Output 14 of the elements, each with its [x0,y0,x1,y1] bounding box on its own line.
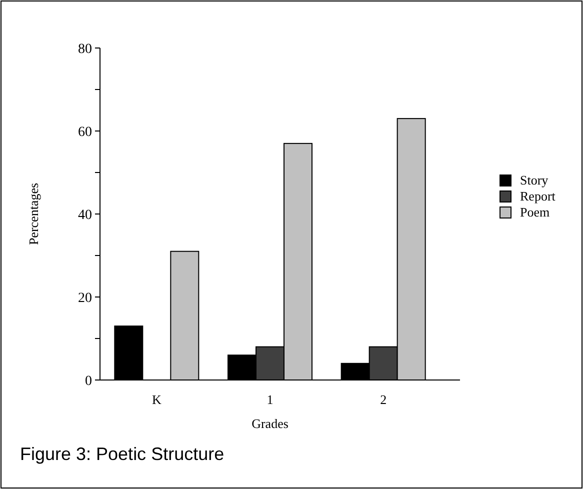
legend-label: Poem [520,204,550,220]
legend-label: Story [520,172,549,188]
y-axis-title: Percentages [26,182,41,246]
legend-label: Report [520,188,556,204]
text: Figure 3: Poetic Structure [20,444,224,464]
y-tick-label: 0 [85,374,92,389]
y-tick-label: 20 [78,290,92,306]
x-axis-title: Grades [252,416,288,431]
y-tick-label: 80 [78,42,92,57]
x-tick-label: K [152,392,162,407]
x-tick-label: 1 [266,392,274,407]
y-tick-label: 60 [78,124,92,140]
x-tick-label: 2 [380,392,387,407]
y-tick-label: 40 [78,208,92,223]
